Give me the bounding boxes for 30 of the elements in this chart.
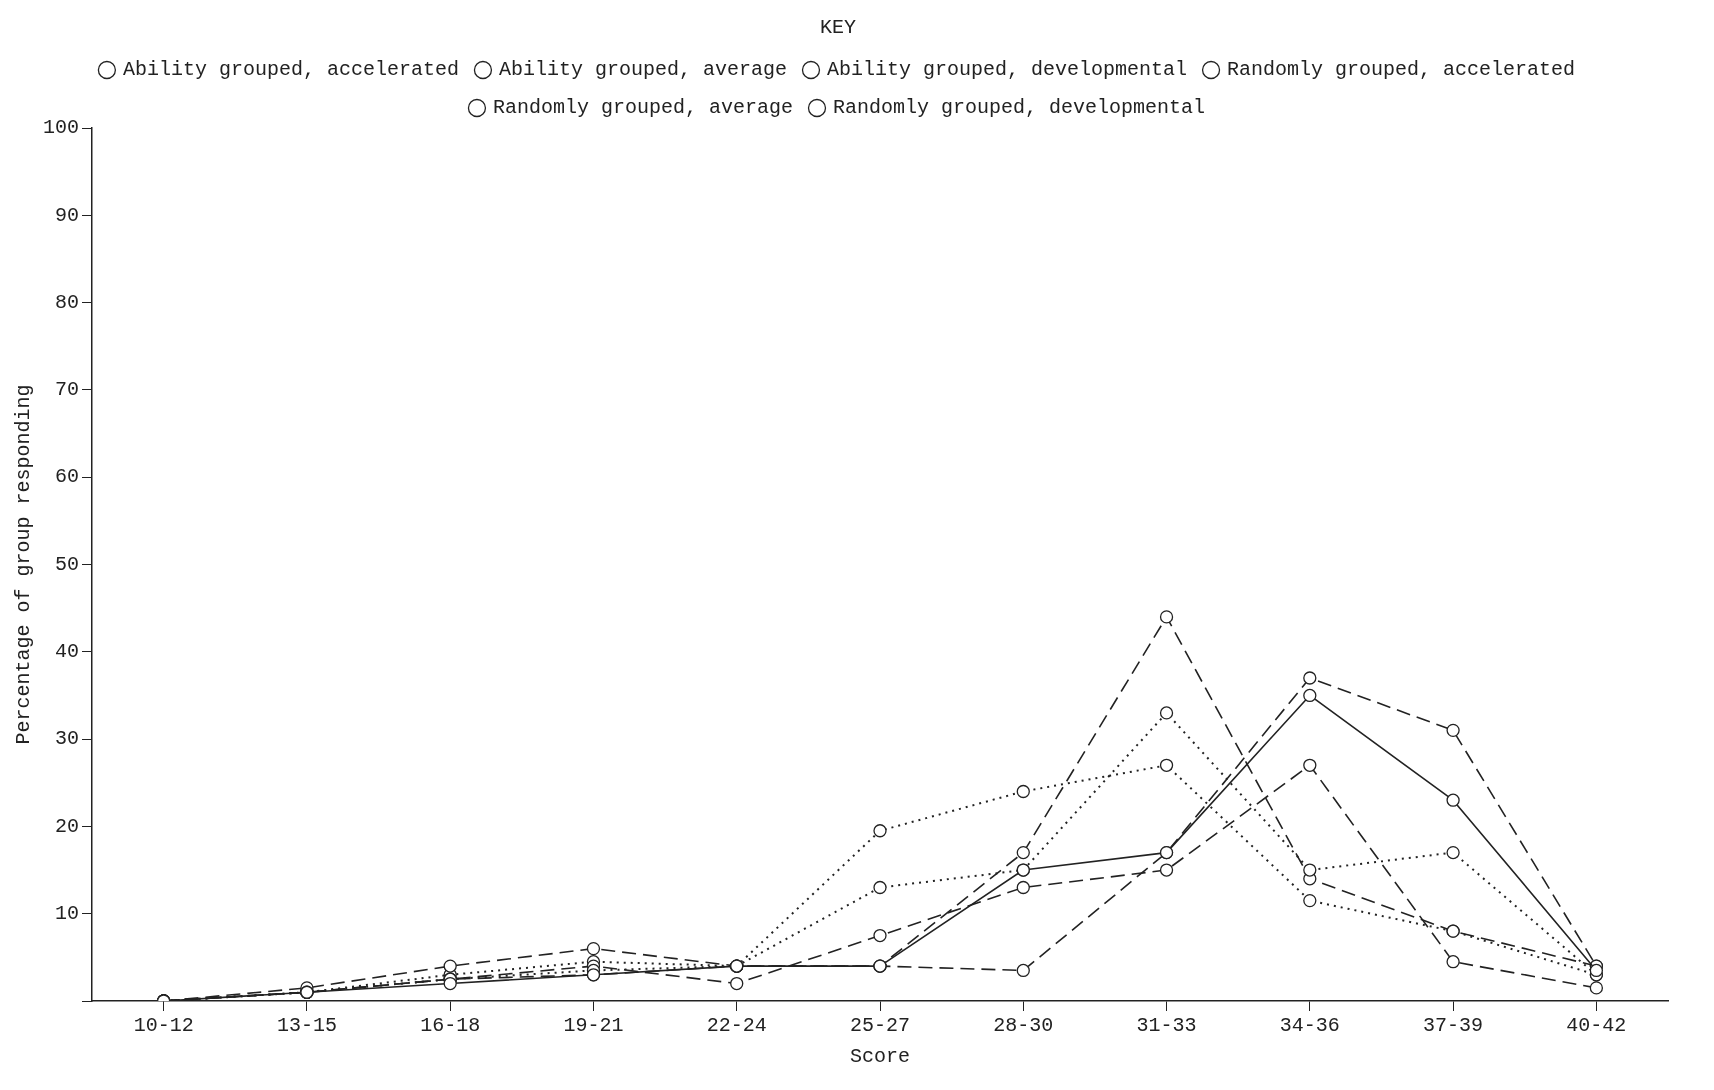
x-tick-label: 34-36 xyxy=(1279,1014,1340,1038)
x-tick-label: 16-18 xyxy=(420,1014,481,1038)
x-tick-label: 22-24 xyxy=(706,1014,767,1038)
y-tick-label: 50 xyxy=(54,552,80,576)
x-tick-label: 19-21 xyxy=(563,1014,624,1038)
legend-label: Randomly grouped, developmental xyxy=(832,96,1206,120)
y-tick-label: 10 xyxy=(54,902,80,925)
legend-label: Randomly grouped, average xyxy=(492,96,794,120)
legend-label: Ability grouped, accelerated xyxy=(122,58,459,82)
y-tick-label: 70 xyxy=(54,378,80,402)
y-tick-label: 90 xyxy=(54,203,80,227)
y-axis-title: Percentage of group responding xyxy=(12,384,36,745)
y-tick-label: 80 xyxy=(54,290,80,314)
x-tick-label: 25-27 xyxy=(850,1014,911,1038)
legend-label: Ability grouped, developmental xyxy=(826,58,1188,82)
y-tick-label: 20 xyxy=(54,814,80,838)
x-axis-title: Score xyxy=(850,1045,911,1069)
x-tick-label: 37-39 xyxy=(1423,1014,1484,1038)
x-tick-label: 31-33 xyxy=(1136,1014,1197,1038)
x-tick-label: 13-15 xyxy=(276,1014,337,1038)
y-tick-label: 40 xyxy=(54,640,80,664)
legend-title: KEY xyxy=(819,16,857,40)
y-tick-label: 100 xyxy=(42,116,80,140)
x-tick-label: 40-42 xyxy=(1566,1014,1627,1038)
x-tick-label: 28-30 xyxy=(993,1014,1054,1038)
x-tick-label: 10-12 xyxy=(133,1014,194,1038)
legend-label: Randomly grouped, accelerated xyxy=(1227,58,1576,82)
y-tick-label: 30 xyxy=(54,727,80,751)
y-tick-label: 60 xyxy=(54,465,80,489)
legend-label: Ability grouped, average xyxy=(498,58,787,82)
